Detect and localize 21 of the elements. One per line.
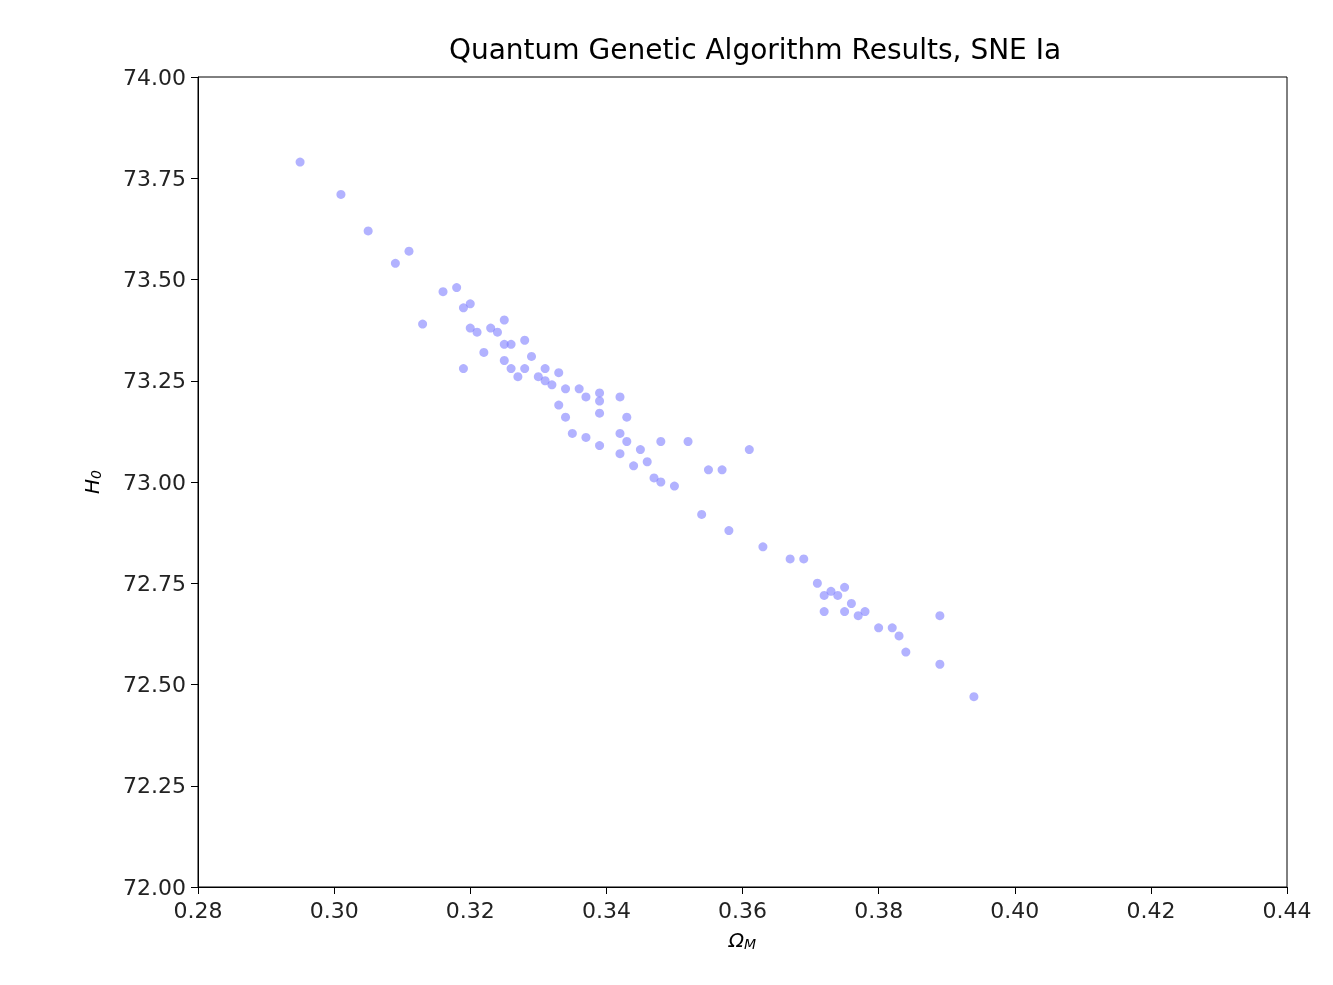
y-tick-label: 72.00 xyxy=(123,874,186,900)
y-tick-label: 72.75 xyxy=(123,570,186,596)
x-tick-label: 0.42 xyxy=(1126,897,1176,923)
y-tick-label: 74.00 xyxy=(123,64,186,90)
y-tick-label: 72.25 xyxy=(123,773,186,799)
x-tick-label: 0.36 xyxy=(718,897,767,923)
x-tick-label: 0.40 xyxy=(990,897,1040,923)
x-tick-label: 0.30 xyxy=(309,897,359,923)
x-tick-label: 0.32 xyxy=(445,897,495,923)
y-tick-label: 73.00 xyxy=(123,469,186,495)
x-tick-label: 0.28 xyxy=(173,897,223,923)
chart-title: Quantum Genetic Algorithm Results, SNE Ia xyxy=(448,32,1062,66)
y-tick-label: 73.25 xyxy=(123,368,186,394)
y-tick-label: 73.75 xyxy=(123,165,186,191)
y-tick-label: 73.50 xyxy=(123,267,186,292)
x-tick-label: 0.34 xyxy=(581,897,631,923)
x-tick-label: 0.44 xyxy=(1262,897,1312,923)
y-tick-label: 72.50 xyxy=(123,672,186,697)
y-axis-title: H0 xyxy=(80,469,104,494)
x-axis-title: ΩM xyxy=(727,928,757,952)
x-tick-label: 0.38 xyxy=(854,897,904,923)
